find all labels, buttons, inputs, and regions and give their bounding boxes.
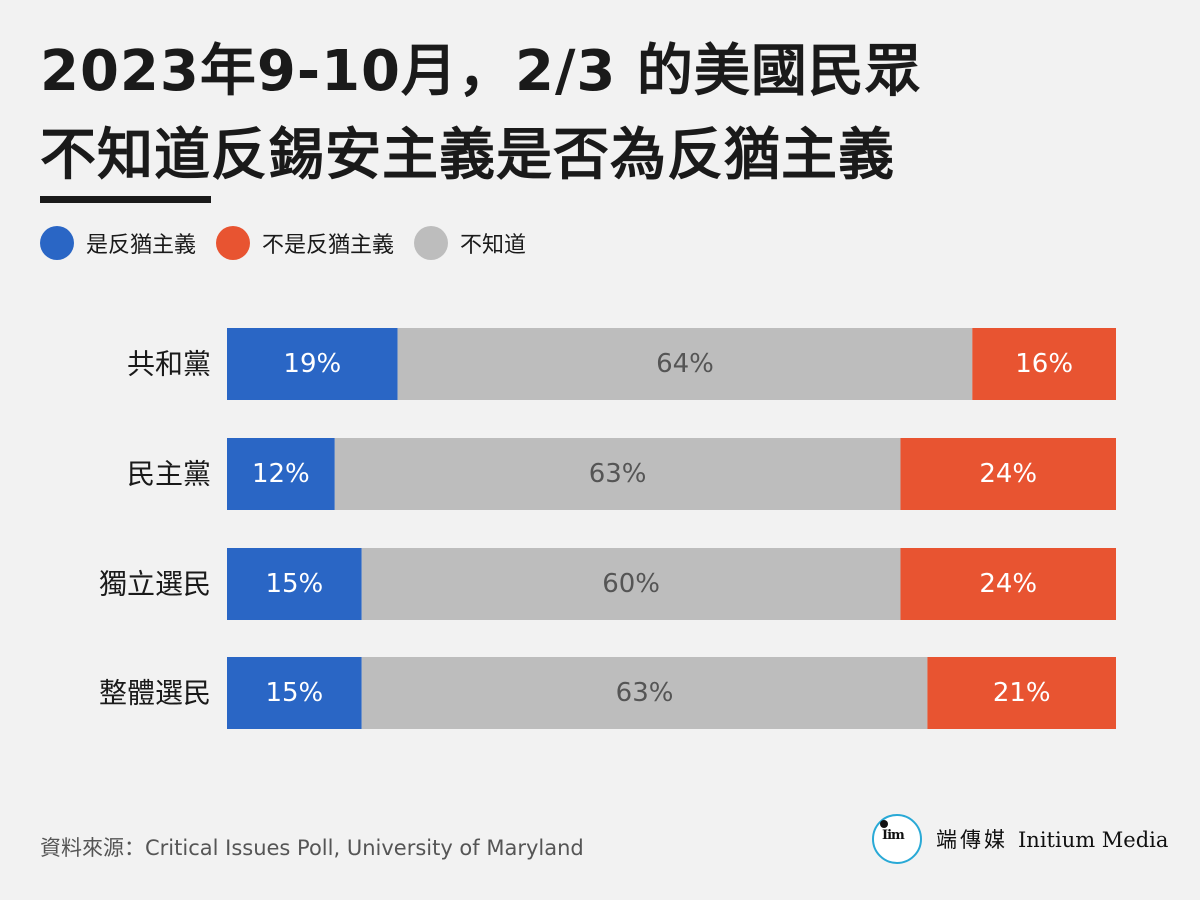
- source-note: 資料來源：Critical Issues Poll, University of…: [40, 836, 584, 860]
- legend-label-yes: 是反猶主義: [86, 233, 197, 258]
- title-emphasis: 不知道: [40, 122, 211, 203]
- legend-swatch-unknown: [414, 226, 449, 260]
- data-label: 60%: [602, 569, 660, 599]
- logo-mark-glyph: Iim: [882, 828, 905, 843]
- bar-segment: [227, 438, 335, 510]
- initium-logo: Iim 端傳媒 Initium Media: [872, 814, 1168, 864]
- bar-segment: [227, 548, 362, 620]
- data-label: 16%: [1015, 349, 1073, 379]
- bar-segment: [900, 438, 1116, 510]
- data-label: 19%: [283, 349, 341, 379]
- bar-segment: [361, 548, 901, 620]
- legend-swatch-no: [216, 226, 251, 260]
- bar-segment: [227, 657, 362, 729]
- logo-name-zh: 端傳媒: [936, 828, 1008, 852]
- bar-segment: [927, 657, 1116, 729]
- legend-label-no: 不是反猶主義: [262, 233, 395, 258]
- data-label: 21%: [993, 678, 1051, 708]
- bar-segment: [227, 328, 398, 400]
- title-line-1: 2023年9-10月，2/3 的美國民眾: [40, 39, 922, 104]
- category-label: 獨立選民: [99, 568, 211, 601]
- bar-segment: [972, 328, 1116, 400]
- data-label: 24%: [979, 569, 1037, 599]
- data-label: 64%: [656, 349, 714, 379]
- legend-label-unknown: 不知道: [460, 233, 527, 258]
- legend-item-unknown: 不知道: [414, 226, 526, 260]
- legend-swatch-yes: [40, 226, 74, 260]
- category-label: 整體選民: [99, 677, 211, 710]
- bar-segment: [334, 438, 901, 510]
- logo-name-en: Initium Media: [1018, 828, 1169, 852]
- data-label: 15%: [265, 569, 323, 599]
- data-label: 15%: [265, 678, 323, 708]
- data-label: 63%: [616, 678, 674, 708]
- category-label: 民主黨: [127, 458, 211, 491]
- title-line-2-rest: 反錫安主義是否為反猶主義: [211, 123, 895, 188]
- category-label: 共和黨: [127, 348, 211, 381]
- legend-item-yes: 是反猶主義: [40, 226, 196, 260]
- title-line-2: 不知道反錫安主義是否為反猶主義: [40, 114, 922, 203]
- bar-segment: [397, 328, 973, 400]
- logo-wordmark: 端傳媒 Initium Media: [936, 824, 1168, 854]
- legend: 是反猶主義 不是反猶主義 不知道: [40, 226, 532, 260]
- legend-item-no: 不是反猶主義: [216, 226, 394, 260]
- data-label: 12%: [252, 459, 310, 489]
- data-label: 24%: [979, 459, 1037, 489]
- bar-segment: [900, 548, 1116, 620]
- bar-segment: [361, 657, 928, 729]
- data-label: 63%: [589, 459, 647, 489]
- chart-title: 2023年9-10月，2/3 的美國民眾 不知道反錫安主義是否為反猶主義: [40, 30, 922, 203]
- logo-mark-icon: Iim: [872, 814, 922, 864]
